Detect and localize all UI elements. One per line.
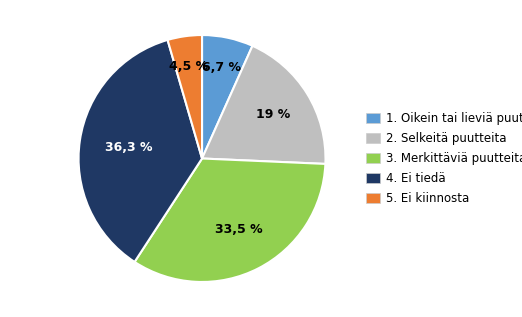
Wedge shape	[168, 35, 202, 158]
Wedge shape	[78, 40, 202, 262]
Wedge shape	[202, 35, 253, 158]
Wedge shape	[135, 158, 325, 282]
Text: 33,5 %: 33,5 %	[215, 223, 263, 236]
Text: 6,7 %: 6,7 %	[202, 61, 241, 74]
Wedge shape	[202, 46, 326, 164]
Text: 19 %: 19 %	[256, 108, 291, 121]
Text: 4,5 %: 4,5 %	[170, 60, 209, 73]
Text: 36,3 %: 36,3 %	[105, 141, 152, 154]
Legend: 1. Oikein tai lieviä puutteita, 2. Selkeitä puutteita, 3. Merkittäviä puutteita,: 1. Oikein tai lieviä puutteita, 2. Selke…	[362, 108, 522, 209]
